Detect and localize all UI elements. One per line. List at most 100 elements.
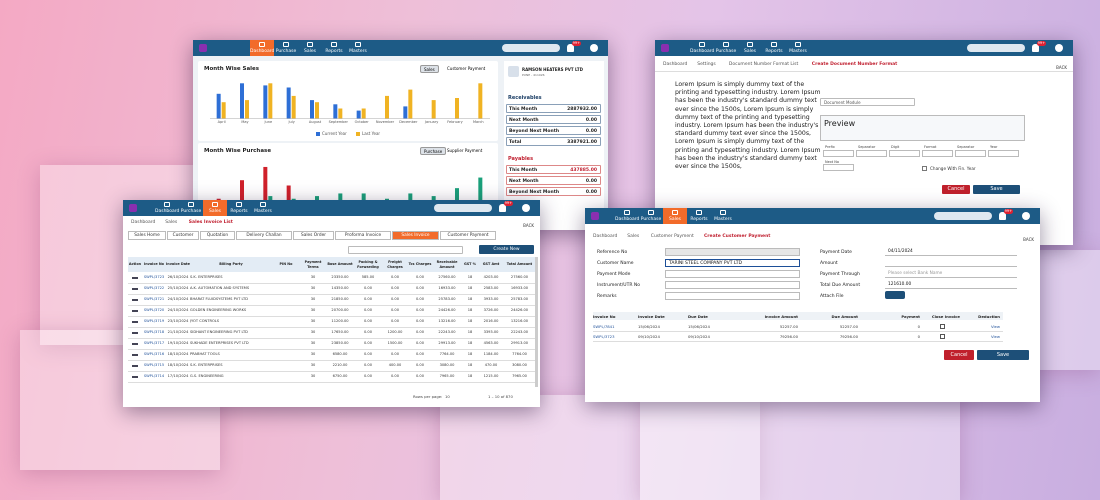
field-input[interactable] [889,150,920,157]
tab[interactable]: Quotation [200,231,235,240]
nav-item[interactable]: Reports [762,40,786,56]
toggle-option[interactable]: Purchase [420,147,447,155]
save-button[interactable]: Save [977,350,1029,360]
table-cell[interactable]: SWPL/3723 [143,275,165,279]
breadcrumb-item[interactable]: Sales [627,234,640,239]
close-checkbox[interactable] [940,334,945,339]
nav-item[interactable]: Reports [322,40,346,56]
action-icon[interactable] [132,288,138,290]
field-input[interactable]: 121610.00 [885,281,1017,289]
cancel-button[interactable]: Cancel [944,350,974,360]
page-size[interactable]: 10 [445,394,450,399]
table-cell[interactable]: SWPL/3717 [143,341,165,345]
field-input[interactable]: Please select Bank Name [885,270,1017,278]
field-input[interactable] [823,150,854,157]
breadcrumb-item[interactable]: Settings [697,62,716,67]
field-input[interactable] [665,270,800,278]
nav-item[interactable]: Dashboard [690,40,714,56]
nav-item[interactable]: Dashboard [615,208,639,224]
breadcrumb-item[interactable]: Document Number Format List [728,62,799,67]
search-box[interactable] [434,204,492,212]
tab[interactable]: Delivery Challan [236,231,292,240]
action-icon[interactable] [132,299,138,301]
tab[interactable]: Sales Order [293,231,334,240]
action-icon[interactable] [132,365,138,367]
nav-item[interactable]: Purchase [639,208,663,224]
action-icon[interactable] [132,277,138,279]
breadcrumb-item[interactable]: Dashboard [593,234,618,239]
search-box[interactable] [502,44,560,52]
nav-item[interactable]: Sales [663,208,687,224]
table-cell[interactable]: View [990,324,1000,329]
nav-item[interactable]: Purchase [714,40,738,56]
back-link[interactable]: BACK [523,223,534,228]
toggle-option[interactable]: Supplier Payment [447,148,483,153]
back-link[interactable]: BACK [1023,237,1034,242]
toggle-option[interactable]: Customer Payment [447,66,486,71]
search-box[interactable] [934,212,992,220]
nav-item[interactable]: Sales [298,40,322,56]
action-icon[interactable] [132,310,138,312]
field-input[interactable] [665,292,800,300]
tab[interactable]: Customer [167,231,199,240]
breadcrumb-item[interactable]: Customer Payment [650,234,694,239]
action-icon[interactable] [132,321,138,323]
table-cell[interactable]: SWPL/3719 [143,319,165,323]
module-select[interactable]: Document Module [820,98,915,106]
table-cell[interactable]: SWPL/3722 [143,286,165,290]
nav-item[interactable]: Masters [786,40,810,56]
breadcrumb-item[interactable]: Create Customer Payment [704,234,771,239]
field-input[interactable] [922,150,953,157]
back-link[interactable]: BACK [1056,65,1067,70]
create-button[interactable]: Create New [479,245,534,254]
nav-item[interactable]: Purchase [274,40,298,56]
tab[interactable]: Sales Home [128,231,166,240]
breadcrumb-item[interactable]: Sales Invoice List [188,220,233,225]
field-input[interactable] [665,248,800,256]
nav-item[interactable]: Masters [346,40,370,56]
action-icon[interactable] [132,343,138,345]
table-cell[interactable]: SWPL/3716 [143,352,165,356]
table-cell[interactable]: SWPL/3715 [143,363,165,367]
toggle-option[interactable]: Sales [420,65,439,73]
tab[interactable]: Sales Invoice [392,231,439,240]
nav-item[interactable]: Sales [203,200,227,216]
table-cell[interactable]: SWPL/3720 [143,308,165,312]
field-input[interactable] [665,281,800,289]
nav-item[interactable]: Sales [738,40,762,56]
table-cell[interactable]: SWPL/3721 [143,297,165,301]
field-input[interactable] [856,150,887,157]
nav-item[interactable]: Purchase [179,200,203,216]
tab[interactable]: Customer Payment [440,231,496,240]
field-input[interactable]: 04/11/2024 [885,248,1017,256]
action-icon[interactable] [132,376,138,378]
save-button[interactable]: Save [973,185,1020,194]
search-input[interactable] [348,246,463,254]
breadcrumb-item[interactable]: Create Document Number Format [811,62,898,67]
nav-item[interactable]: Dashboard [155,200,179,216]
action-icon[interactable] [132,354,138,356]
attach-button[interactable] [885,291,905,299]
nav-item[interactable]: Reports [227,200,251,216]
action-icon[interactable] [132,332,138,334]
breadcrumb-item[interactable]: Dashboard [663,62,688,67]
nav-item[interactable]: Masters [711,208,735,224]
breadcrumb-item[interactable]: Dashboard [131,220,156,225]
table-cell[interactable]: SWPL/3714 [143,374,165,378]
checkbox[interactable] [922,166,927,171]
table-cell[interactable]: SWPL/3718 [143,330,165,334]
field-input[interactable]: TARINI STEEL COMPANY PVT LTD [665,259,800,267]
search-box[interactable] [967,44,1025,52]
field-input[interactable] [955,150,986,157]
field-input[interactable] [823,164,854,171]
table-cell[interactable]: View [990,334,1000,339]
field-input[interactable] [988,150,1019,157]
close-checkbox[interactable] [940,324,945,329]
cancel-button[interactable]: Cancel [942,185,970,194]
nav-item[interactable]: Reports [687,208,711,224]
tab[interactable]: Proforma Invoice [335,231,391,240]
nav-item[interactable]: Dashboard [250,40,274,56]
field-input[interactable] [885,259,1017,267]
nav-item[interactable]: Masters [251,200,275,216]
breadcrumb-item[interactable]: Sales [165,220,178,225]
